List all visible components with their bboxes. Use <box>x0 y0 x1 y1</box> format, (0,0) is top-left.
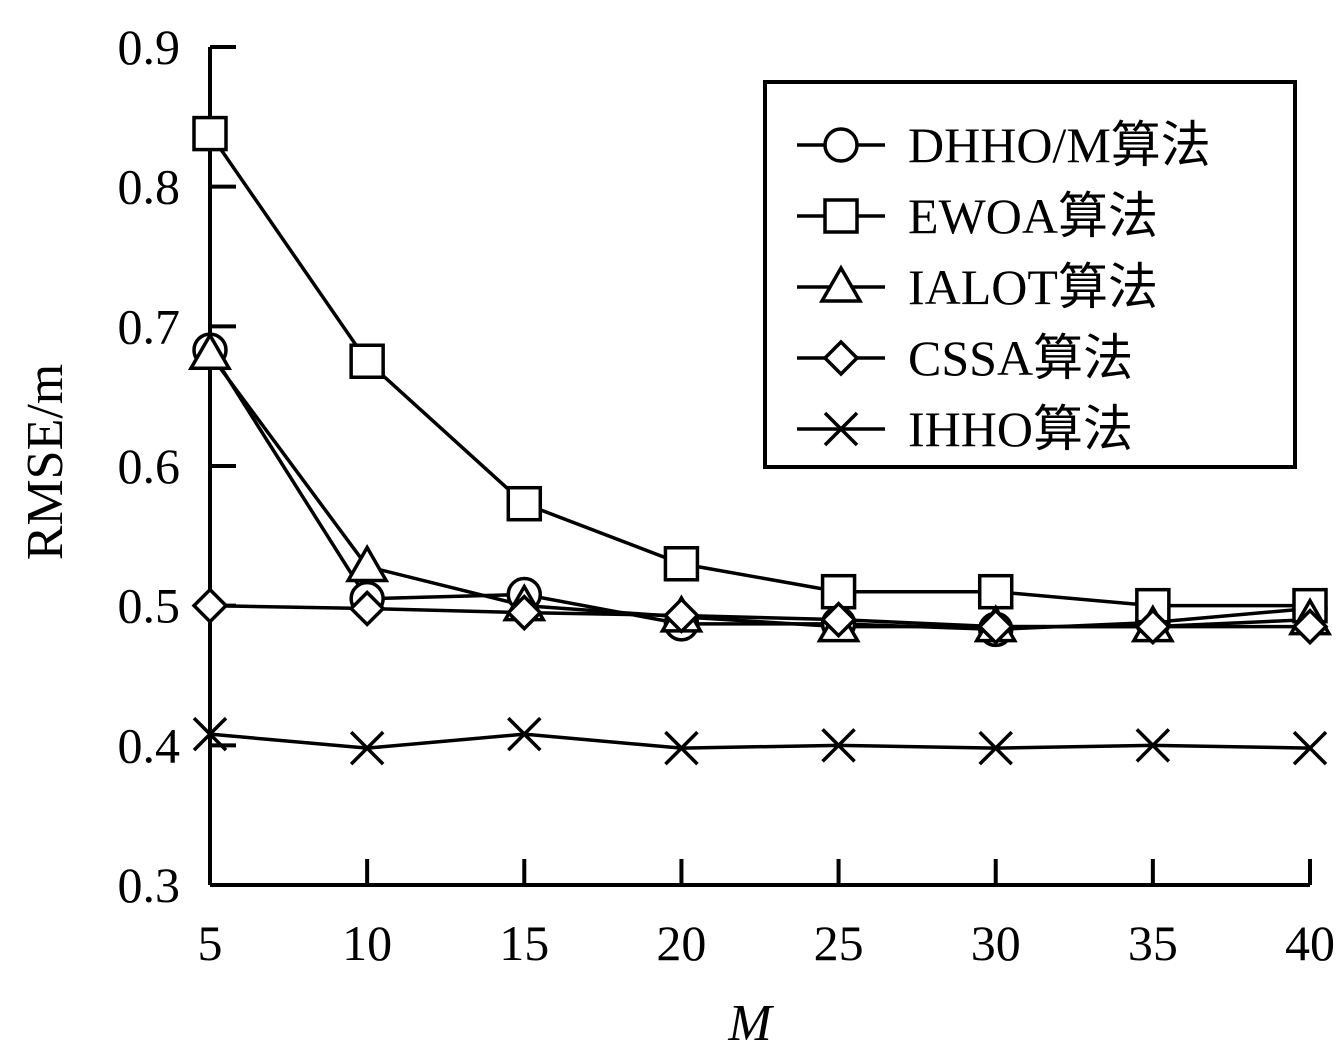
data-point-diamond <box>348 589 386 627</box>
series-line-circle <box>208 349 1311 632</box>
data-point-diamond <box>1291 608 1329 646</box>
data-point-diamond <box>1134 608 1172 646</box>
legend-marker-circle <box>823 127 859 163</box>
x-tick-label: 25 <box>814 915 864 971</box>
legend-item: EWOA算法 <box>797 188 1158 244</box>
data-point-triangle <box>345 544 390 583</box>
y-tick-label: 0.3 <box>118 857 181 913</box>
x-tick-label: 15 <box>499 915 549 971</box>
data-point-square <box>663 546 700 582</box>
x-tick-label: 30 <box>971 915 1021 971</box>
x-tick-label: 20 <box>656 915 706 971</box>
x-tick-label: 10 <box>342 915 392 971</box>
y-tick-label: 0.5 <box>118 578 181 634</box>
series-line-square <box>208 132 1310 608</box>
legend-item: IALOT算法 <box>797 259 1158 315</box>
legend-label: EWOA算法 <box>908 188 1158 244</box>
legend-marker-cross <box>823 411 859 447</box>
data-point-square <box>349 343 385 379</box>
data-point-square <box>506 485 543 522</box>
data-point-diamond <box>191 587 229 625</box>
y-tick-label: 0.8 <box>118 159 181 215</box>
data-point-diamond <box>977 608 1015 646</box>
legend: DHHO/M算法 EWOA算法 IALOT算法 CSSA算法 IHHO算法 <box>763 80 1297 469</box>
data-point-diamond <box>662 596 700 634</box>
y-tick-label: 0.6 <box>118 438 181 494</box>
data-point-diamond <box>820 601 858 639</box>
y-tick-label: 0.9 <box>118 19 181 75</box>
x-tick-label: 40 <box>1285 915 1335 971</box>
data-point-cross <box>821 728 856 763</box>
legend-marker-diamond <box>822 339 860 377</box>
legend-label: DHHO/M算法 <box>908 117 1211 173</box>
legend-label: IHHO算法 <box>908 401 1133 457</box>
series-line-cross <box>209 732 1311 750</box>
data-point-diamond <box>505 594 543 632</box>
data-point-cross <box>664 730 699 766</box>
data-point-cross <box>978 730 1013 766</box>
y-tick-label: 0.4 <box>118 717 181 773</box>
data-point-cross <box>192 716 228 752</box>
series-lines <box>208 132 1311 750</box>
x-tick-label: 5 <box>198 915 223 971</box>
x-axis-label: M <box>727 995 774 1052</box>
series-markers <box>187 115 1333 766</box>
legend-item: DHHO/M算法 <box>797 117 1211 173</box>
legend-label: IALOT算法 <box>908 259 1158 315</box>
legend-item: CSSA算法 <box>797 330 1133 386</box>
data-point-cross <box>1292 730 1328 766</box>
data-point-square <box>977 573 1014 610</box>
legend-marker-triangle <box>818 264 864 303</box>
data-point-square <box>192 115 228 152</box>
y-axis-label: RMSE/m <box>17 364 74 561</box>
legend-marker-square <box>823 198 859 234</box>
data-point-cross <box>507 716 542 752</box>
data-point-cross <box>1135 728 1171 763</box>
x-tick-label: 35 <box>1128 915 1178 971</box>
legend-label: CSSA算法 <box>908 330 1133 386</box>
data-point-cross <box>349 730 385 766</box>
y-tick-label: 0.7 <box>118 298 181 354</box>
data-point-triangle <box>187 331 233 371</box>
legend-item: IHHO算法 <box>797 401 1133 457</box>
axes: 0.3 0.4 0.5 0.6 0.7 0.8 0.9 5 10 15 20 25 30 35 40 <box>118 19 1336 971</box>
series-line-diamond <box>209 603 1310 629</box>
